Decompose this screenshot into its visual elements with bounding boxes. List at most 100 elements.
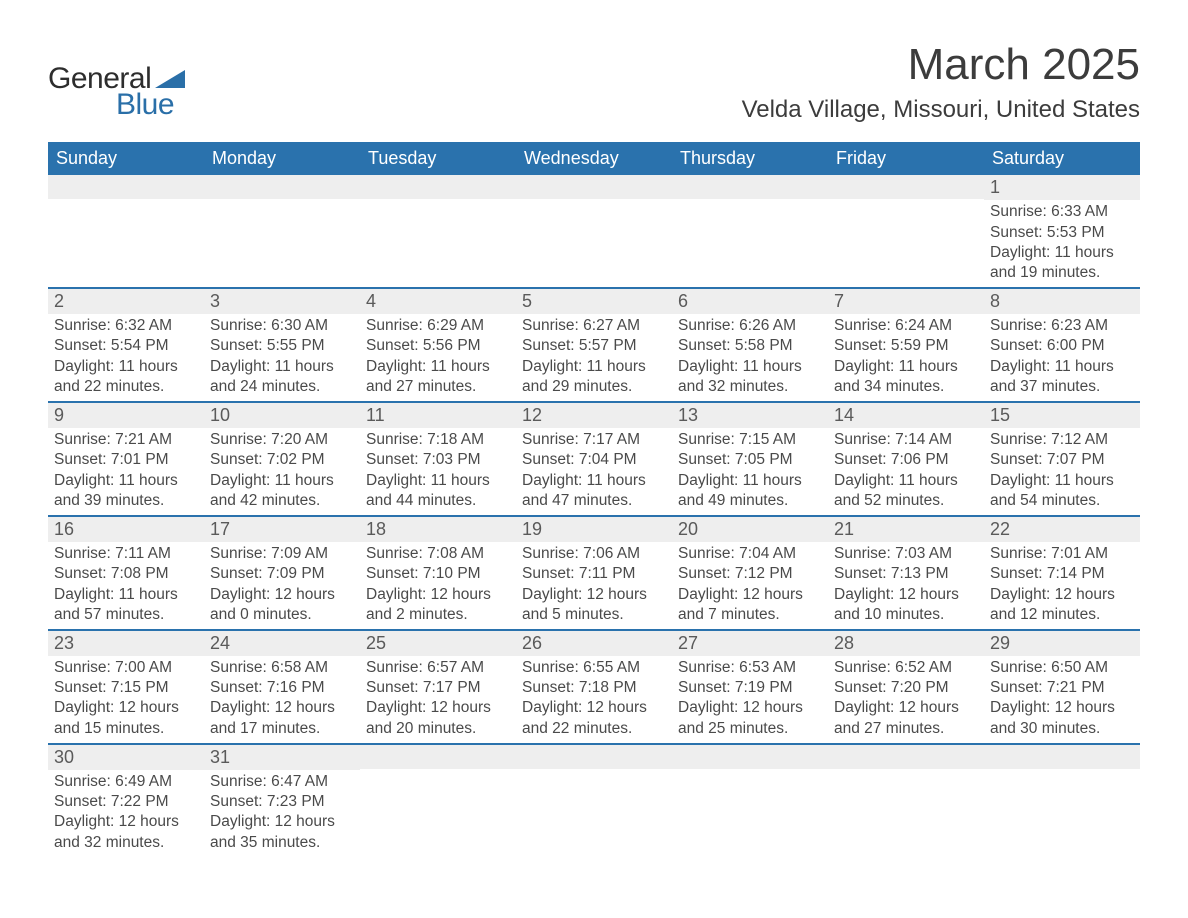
day-body: Sunrise: 6:47 AMSunset: 7:23 PMDaylight:… (204, 770, 360, 857)
day-body: Sunrise: 7:00 AMSunset: 7:15 PMDaylight:… (48, 656, 204, 743)
day-cell: 11Sunrise: 7:18 AMSunset: 7:03 PMDayligh… (360, 403, 516, 515)
day-body: Sunrise: 7:20 AMSunset: 7:02 PMDaylight:… (204, 428, 360, 515)
day-body: Sunrise: 6:29 AMSunset: 5:56 PMDaylight:… (360, 314, 516, 401)
day-cell (48, 175, 204, 287)
sunset-line: Sunset: 7:16 PM (210, 678, 354, 698)
sunset-line: Sunset: 7:03 PM (366, 450, 510, 470)
daylight-line: Daylight: 11 hours and 34 minutes. (834, 357, 978, 397)
logo-word2: Blue (116, 88, 185, 122)
sunrise-line: Sunrise: 6:53 AM (678, 658, 822, 678)
sunrise-line: Sunrise: 7:03 AM (834, 544, 978, 564)
sunset-line: Sunset: 7:17 PM (366, 678, 510, 698)
day-cell: 19Sunrise: 7:06 AMSunset: 7:11 PMDayligh… (516, 517, 672, 629)
dow-cell: Saturday (984, 142, 1140, 175)
day-body: Sunrise: 6:26 AMSunset: 5:58 PMDaylight:… (672, 314, 828, 401)
day-body: Sunrise: 7:18 AMSunset: 7:03 PMDaylight:… (360, 428, 516, 515)
day-number: 25 (360, 631, 516, 656)
day-body: Sunrise: 6:49 AMSunset: 7:22 PMDaylight:… (48, 770, 204, 857)
sunset-line: Sunset: 7:18 PM (522, 678, 666, 698)
sunset-line: Sunset: 7:15 PM (54, 678, 198, 698)
day-cell: 22Sunrise: 7:01 AMSunset: 7:14 PMDayligh… (984, 517, 1140, 629)
week-row: 1Sunrise: 6:33 AMSunset: 5:53 PMDaylight… (48, 175, 1140, 287)
daylight-line: Daylight: 12 hours and 12 minutes. (990, 585, 1134, 625)
daylight-line: Daylight: 12 hours and 25 minutes. (678, 698, 822, 738)
sunset-line: Sunset: 7:02 PM (210, 450, 354, 470)
week-row: 30Sunrise: 6:49 AMSunset: 7:22 PMDayligh… (48, 743, 1140, 857)
dow-cell: Thursday (672, 142, 828, 175)
day-number: 20 (672, 517, 828, 542)
day-cell: 27Sunrise: 6:53 AMSunset: 7:19 PMDayligh… (672, 631, 828, 743)
title-month: March 2025 (742, 40, 1140, 90)
day-number (516, 175, 672, 199)
day-cell (672, 175, 828, 287)
sunrise-line: Sunrise: 6:50 AM (990, 658, 1134, 678)
day-body: Sunrise: 6:57 AMSunset: 7:17 PMDaylight:… (360, 656, 516, 743)
sunrise-line: Sunrise: 6:30 AM (210, 316, 354, 336)
day-body: Sunrise: 7:06 AMSunset: 7:11 PMDaylight:… (516, 542, 672, 629)
daylight-line: Daylight: 11 hours and 37 minutes. (990, 357, 1134, 397)
day-number: 26 (516, 631, 672, 656)
daylight-line: Daylight: 11 hours and 32 minutes. (678, 357, 822, 397)
daylight-line: Daylight: 11 hours and 47 minutes. (522, 471, 666, 511)
day-cell: 26Sunrise: 6:55 AMSunset: 7:18 PMDayligh… (516, 631, 672, 743)
sunset-line: Sunset: 5:54 PM (54, 336, 198, 356)
day-cell: 15Sunrise: 7:12 AMSunset: 7:07 PMDayligh… (984, 403, 1140, 515)
day-number: 9 (48, 403, 204, 428)
sunset-line: Sunset: 7:07 PM (990, 450, 1134, 470)
day-body: Sunrise: 7:11 AMSunset: 7:08 PMDaylight:… (48, 542, 204, 629)
sunrise-line: Sunrise: 6:57 AM (366, 658, 510, 678)
day-cell: 8Sunrise: 6:23 AMSunset: 6:00 PMDaylight… (984, 289, 1140, 401)
day-body: Sunrise: 7:14 AMSunset: 7:06 PMDaylight:… (828, 428, 984, 515)
day-cell: 2Sunrise: 6:32 AMSunset: 5:54 PMDaylight… (48, 289, 204, 401)
daylight-line: Daylight: 12 hours and 10 minutes. (834, 585, 978, 625)
day-body: Sunrise: 7:03 AMSunset: 7:13 PMDaylight:… (828, 542, 984, 629)
day-cell: 3Sunrise: 6:30 AMSunset: 5:55 PMDaylight… (204, 289, 360, 401)
day-body: Sunrise: 6:23 AMSunset: 6:00 PMDaylight:… (984, 314, 1140, 401)
day-cell: 30Sunrise: 6:49 AMSunset: 7:22 PMDayligh… (48, 745, 204, 857)
sunset-line: Sunset: 7:05 PM (678, 450, 822, 470)
day-number (984, 745, 1140, 769)
sunrise-line: Sunrise: 7:00 AM (54, 658, 198, 678)
day-body: Sunrise: 6:55 AMSunset: 7:18 PMDaylight:… (516, 656, 672, 743)
daylight-line: Daylight: 11 hours and 44 minutes. (366, 471, 510, 511)
daylight-line: Daylight: 12 hours and 17 minutes. (210, 698, 354, 738)
sunrise-line: Sunrise: 6:29 AM (366, 316, 510, 336)
sunrise-line: Sunrise: 6:58 AM (210, 658, 354, 678)
sunrise-line: Sunrise: 7:08 AM (366, 544, 510, 564)
sunset-line: Sunset: 7:11 PM (522, 564, 666, 584)
daylight-line: Daylight: 12 hours and 2 minutes. (366, 585, 510, 625)
day-cell: 24Sunrise: 6:58 AMSunset: 7:16 PMDayligh… (204, 631, 360, 743)
sunset-line: Sunset: 5:53 PM (990, 223, 1134, 243)
day-cell: 7Sunrise: 6:24 AMSunset: 5:59 PMDaylight… (828, 289, 984, 401)
day-number (360, 175, 516, 199)
day-cell: 29Sunrise: 6:50 AMSunset: 7:21 PMDayligh… (984, 631, 1140, 743)
day-cell (360, 745, 516, 857)
sunset-line: Sunset: 7:22 PM (54, 792, 198, 812)
week-row: 23Sunrise: 7:00 AMSunset: 7:15 PMDayligh… (48, 629, 1140, 743)
day-cell: 18Sunrise: 7:08 AMSunset: 7:10 PMDayligh… (360, 517, 516, 629)
sunrise-line: Sunrise: 7:17 AM (522, 430, 666, 450)
day-cell: 23Sunrise: 7:00 AMSunset: 7:15 PMDayligh… (48, 631, 204, 743)
day-number (672, 175, 828, 199)
sunrise-line: Sunrise: 6:23 AM (990, 316, 1134, 336)
week-row: 9Sunrise: 7:21 AMSunset: 7:01 PMDaylight… (48, 401, 1140, 515)
dow-cell: Sunday (48, 142, 204, 175)
day-number: 13 (672, 403, 828, 428)
sunset-line: Sunset: 7:04 PM (522, 450, 666, 470)
day-number: 2 (48, 289, 204, 314)
calendar: SundayMondayTuesdayWednesdayThursdayFrid… (48, 142, 1140, 857)
day-number: 18 (360, 517, 516, 542)
day-number: 6 (672, 289, 828, 314)
sunrise-line: Sunrise: 7:18 AM (366, 430, 510, 450)
sunrise-line: Sunrise: 6:47 AM (210, 772, 354, 792)
day-body: Sunrise: 7:17 AMSunset: 7:04 PMDaylight:… (516, 428, 672, 515)
sunrise-line: Sunrise: 6:49 AM (54, 772, 198, 792)
day-number: 15 (984, 403, 1140, 428)
daylight-line: Daylight: 12 hours and 30 minutes. (990, 698, 1134, 738)
daylight-line: Daylight: 12 hours and 5 minutes. (522, 585, 666, 625)
sunrise-line: Sunrise: 6:26 AM (678, 316, 822, 336)
day-body: Sunrise: 6:32 AMSunset: 5:54 PMDaylight:… (48, 314, 204, 401)
week-row: 2Sunrise: 6:32 AMSunset: 5:54 PMDaylight… (48, 287, 1140, 401)
daylight-line: Daylight: 11 hours and 49 minutes. (678, 471, 822, 511)
day-cell (204, 175, 360, 287)
